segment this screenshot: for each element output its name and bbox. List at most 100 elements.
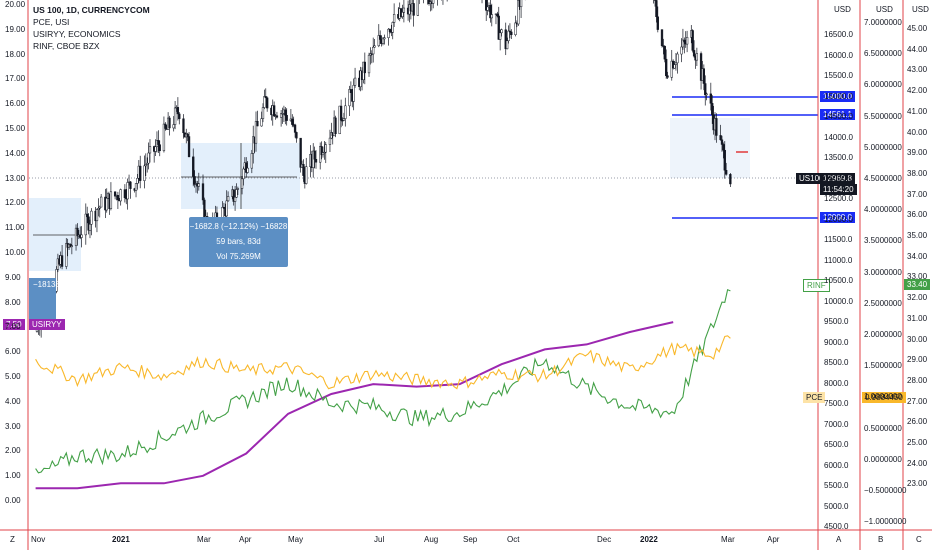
candle-body: [349, 89, 353, 93]
candle-body: [126, 182, 129, 200]
candle-body: [704, 83, 707, 96]
candle-body: [70, 245, 74, 248]
candle-body: [692, 50, 696, 57]
candle-body: [505, 40, 509, 50]
candle-body: [344, 105, 347, 119]
candle-body: [673, 64, 676, 69]
time-axis-label: Aug: [424, 535, 439, 544]
candle-body: [432, 0, 435, 4]
axis-left-tick: 13.00: [5, 173, 26, 183]
candle-body: [225, 200, 228, 217]
axis-a-tick: 15000.0: [824, 91, 853, 101]
candle-body: [172, 124, 175, 129]
scale-letter-c[interactable]: C: [916, 535, 922, 544]
candle-body: [299, 137, 302, 168]
axis-b-tick: −1.0000000: [864, 517, 907, 527]
candle-body: [372, 46, 375, 55]
axis-left-tick: 5.00: [5, 372, 21, 381]
candle-body: [517, 0, 520, 25]
candle-body: [119, 189, 122, 202]
candle-body: [261, 107, 265, 119]
candle-body: [192, 156, 195, 177]
candle-body: [353, 77, 357, 86]
candle-body: [144, 164, 147, 167]
candle-body: [281, 113, 284, 115]
candle-body: [233, 196, 237, 202]
rinf-line: [35, 289, 731, 474]
candle-body: [252, 136, 255, 154]
axis-c-tick: 33.00: [907, 272, 928, 282]
candle-body: [245, 162, 248, 173]
candle-body: [313, 150, 316, 160]
time-axis-label: Apr: [767, 535, 780, 544]
candle-body: [193, 176, 196, 185]
axis-left-tick: 4.00: [5, 396, 21, 406]
axis-b-tick: 1.5000000: [864, 361, 902, 371]
candle-body: [427, 0, 431, 5]
axis-left-tick: 2.00: [5, 446, 21, 456]
candle-body: [348, 89, 351, 107]
axis-c-tick: 44.00: [907, 44, 928, 54]
candle-body: [719, 135, 722, 141]
candle-body: [275, 115, 279, 118]
candle-body: [683, 39, 686, 43]
candle-body: [242, 168, 245, 180]
candle-body: [293, 124, 297, 133]
axis-left-tick: 19.00: [5, 24, 26, 34]
legend-pce[interactable]: PCE, USI: [33, 17, 70, 27]
axis-a-tick: 7500.0: [824, 399, 849, 408]
corner-label[interactable]: Z: [10, 535, 15, 544]
candle-body: [705, 93, 708, 96]
candle-body: [665, 58, 668, 76]
time-axis-label: 2021: [112, 535, 130, 544]
axis-left-tick: 6.00: [5, 347, 21, 357]
candle-body: [383, 37, 386, 40]
candle-body: [74, 227, 78, 246]
axis-a-tick: 11500.0: [824, 235, 853, 244]
axis-c-tick: 39.00: [907, 148, 928, 158]
currency-c: USD: [912, 5, 929, 14]
candle-body: [134, 183, 138, 191]
candle-body: [709, 93, 712, 104]
axis-a-tick: 11000.0: [824, 255, 853, 265]
candle-body: [519, 0, 523, 8]
scale-letter-b[interactable]: B: [878, 535, 884, 544]
axis-a-tick: 5000.0: [824, 501, 849, 511]
axis-b-tick: 3.5000000: [864, 236, 902, 246]
usiryy-name-tag: USIRYY: [29, 319, 65, 330]
candle-body: [260, 118, 263, 127]
candle-body: [154, 146, 157, 152]
axis-a-tick: 13500.0: [824, 153, 853, 162]
candle-body: [250, 153, 253, 169]
level2-tag: 14561.1: [820, 109, 855, 120]
candle-body: [489, 5, 492, 19]
candle-body: [263, 96, 266, 108]
candle-body: [401, 12, 404, 17]
axis-c-tick: 29.00: [907, 355, 928, 365]
axis-a-tick: 13000.0: [824, 173, 853, 183]
candle-body: [100, 196, 103, 208]
axis-c-tick: 23.00: [907, 479, 928, 489]
candle-body: [173, 107, 177, 125]
axis-a-tick: 10000.0: [824, 296, 853, 306]
scale-letter-a[interactable]: A: [836, 535, 842, 544]
usiryy-value-tag: 7.50: [3, 319, 25, 330]
axis-a-tick: 16000.0: [824, 50, 853, 60]
candle-body: [681, 39, 685, 48]
axis-c-tick: 32.00: [907, 293, 928, 303]
rinf-name-tag: RINF: [803, 279, 830, 292]
candle-body: [392, 14, 396, 23]
candle-body: [187, 136, 191, 158]
candle-body: [232, 189, 235, 202]
candle-body: [499, 32, 502, 40]
legend-rinf[interactable]: RINF, CBOE BZX: [33, 41, 100, 51]
candle-body: [497, 15, 500, 40]
legend-usiryy[interactable]: USIRYY, ECONOMICS: [33, 29, 121, 39]
candle-body: [88, 223, 92, 231]
axis-b-tick: 2.0000000: [864, 330, 902, 339]
axis-left-tick: 14.00: [5, 148, 26, 158]
axis-a-tick: 7000.0: [824, 419, 849, 429]
level1-tag: 15000.0: [820, 91, 855, 102]
candle-body: [660, 29, 664, 46]
